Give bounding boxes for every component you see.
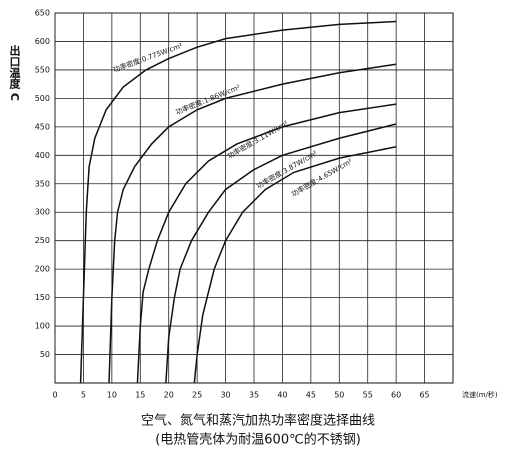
x-tick-label: 45 (306, 391, 316, 400)
x-tick-label: 0 (52, 391, 57, 400)
line (136, 103, 397, 384)
x-tick-label: 40 (277, 391, 287, 400)
x-tick-label: 50 (334, 391, 344, 400)
y-tick-label: 150 (35, 293, 50, 302)
y-tick-label: 200 (35, 265, 50, 274)
x-tick-label: 55 (363, 391, 373, 400)
x-tick-label: 65 (419, 391, 429, 400)
x-tick-label: 5 (81, 391, 86, 400)
line (108, 63, 397, 384)
chart-title: 空气、氮气和蒸汽加热功率密度选择曲线 (141, 413, 375, 429)
line (79, 20, 397, 384)
y-tick-label: 250 (35, 236, 50, 245)
x-tick-label: 10 (107, 391, 117, 400)
x-axis-label: 流速(m/秒) (462, 390, 498, 399)
x-tick-label: 30 (220, 391, 230, 400)
y-tick-label: 650 (35, 9, 50, 18)
x-tick-label: 15 (135, 391, 145, 400)
y-axis-label: 出口温度 C (8, 44, 21, 101)
line (165, 123, 397, 384)
y-tick-label: 300 (35, 208, 50, 217)
chart-subtitle: (电热管壳体为耐温600℃的不锈钢) (155, 432, 361, 448)
line (193, 146, 397, 384)
x-tick-label: 25 (192, 391, 202, 400)
x-tick-label: 60 (391, 391, 401, 400)
y-tick-label: 550 (35, 65, 50, 74)
y-tick-label: 600 (35, 37, 50, 46)
y-tick-label: 50 (40, 350, 50, 359)
series-label: 功率密度:3.11W/cm² (226, 118, 290, 160)
y-tick-label: 450 (35, 122, 50, 131)
x-tick-label: 20 (164, 391, 174, 400)
series-label: 功率密度:1.86W/cm² (174, 82, 241, 116)
y-tick-label: 500 (35, 94, 50, 103)
y-tick-label: 100 (35, 322, 50, 331)
y-tick-label: 400 (35, 151, 50, 160)
x-tick-label: 35 (249, 391, 259, 400)
y-tick-label: 350 (35, 179, 50, 188)
